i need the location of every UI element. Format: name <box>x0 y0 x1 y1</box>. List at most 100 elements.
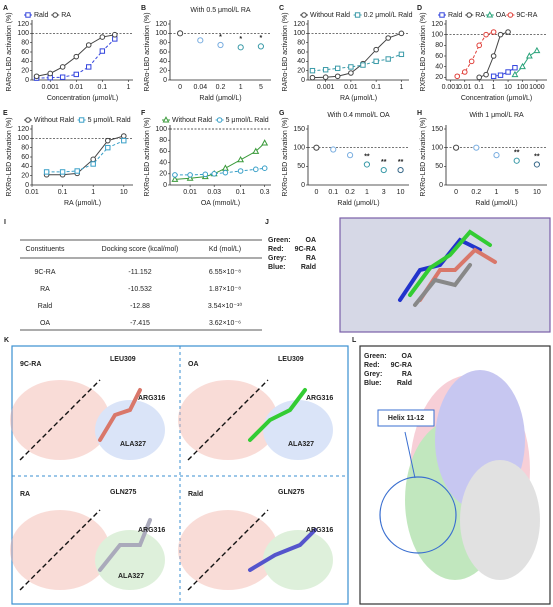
helix-circle <box>379 476 457 554</box>
residue-label: LEU309 <box>110 356 136 363</box>
y-tick-label: 50 <box>435 163 443 170</box>
x-tick-label: 10 <box>397 189 405 196</box>
marker <box>59 169 66 175</box>
y-tick-label: 0 <box>163 77 167 84</box>
panel-label: L <box>352 337 357 344</box>
legend-key: Green: <box>268 237 291 244</box>
panel-label: F <box>141 110 146 117</box>
data-point <box>533 161 541 168</box>
y-tick-label: 100 <box>293 145 305 152</box>
significance: * <box>239 36 242 43</box>
x-tick-label: 3 <box>382 189 386 196</box>
marker <box>90 161 96 167</box>
x-tick-label: 0.2 <box>471 189 481 196</box>
callout-box <box>377 409 435 427</box>
marker <box>252 166 259 173</box>
marker <box>73 71 79 78</box>
marker <box>468 58 475 65</box>
x-tick-label: 0.01 <box>69 84 83 91</box>
x-tick-label: 1 <box>126 84 130 91</box>
ligand-label: Rald <box>188 491 203 498</box>
data-point <box>177 30 184 37</box>
table-cell: 3.54×10⁻¹⁰ <box>208 302 243 310</box>
table-cell: 6.55×10⁻⁸ <box>209 269 241 276</box>
residue-label: ARG316 <box>138 395 165 402</box>
legend-value: RA <box>306 255 316 262</box>
y-tick-label: 80 <box>435 42 443 49</box>
marker <box>511 70 519 78</box>
x-tick-label: 1 <box>365 189 369 196</box>
panel-label: A <box>3 5 8 12</box>
marker <box>121 137 127 144</box>
marker <box>461 69 468 75</box>
panel-label: H <box>417 110 422 117</box>
significance: * <box>219 34 222 41</box>
callout-line <box>404 431 416 479</box>
residue-label: ALA327 <box>118 573 144 580</box>
marker <box>507 12 514 18</box>
x-tick-label: 0.01 <box>458 84 472 91</box>
panel-label: C <box>279 5 284 12</box>
marker <box>483 71 489 78</box>
marker <box>519 62 526 70</box>
marker <box>360 62 366 68</box>
x-tick-label: 0.2 <box>345 189 355 196</box>
table-cell: -7.415 <box>130 320 150 327</box>
chart-title: With 1 μmol/L RA <box>469 112 524 119</box>
legend-value: 9C-RA <box>295 246 316 253</box>
table-header: Kd (mol/L) <box>209 246 241 253</box>
x-tick-label: 0.1 <box>328 189 338 196</box>
y-tick-label: 150 <box>431 126 443 133</box>
y-tick-label: 100 <box>17 30 29 37</box>
marker <box>490 53 497 59</box>
legend-key: Green: <box>364 353 387 360</box>
y-tick-label: 60 <box>21 49 29 56</box>
x-tick-label: 0.1 <box>236 189 246 196</box>
table-header: Constituents <box>26 246 65 253</box>
legend-value: OA <box>402 353 413 360</box>
legend-key: Grey: <box>268 255 286 262</box>
data-point <box>513 157 520 164</box>
marker <box>86 64 92 70</box>
x-tick-label: 10 <box>533 189 541 196</box>
x-tick-label: 10 <box>120 189 128 196</box>
residue-label: LEU309 <box>278 356 304 363</box>
marker <box>237 155 245 163</box>
marker <box>385 56 391 62</box>
table-cell: 1.87×10⁻⁸ <box>209 286 241 293</box>
marker <box>466 12 473 18</box>
x-axis-label: OA (mmol/L) <box>201 200 240 207</box>
y-tick-label: 40 <box>21 163 29 170</box>
marker <box>111 31 118 38</box>
legend-key: Blue: <box>268 264 286 271</box>
marker <box>43 169 50 175</box>
marker <box>505 29 511 35</box>
y-tick-label: 150 <box>293 126 305 133</box>
chart-title: With 0.4 mmol/L OA <box>327 112 390 119</box>
marker <box>221 164 229 171</box>
series-line <box>46 140 124 173</box>
x-tick-label: 5 <box>259 84 263 91</box>
data-point <box>493 152 500 159</box>
x-tick-label: 10 <box>504 84 512 91</box>
y-tick-label: 20 <box>21 173 29 180</box>
y-tick-label: 120 <box>17 21 29 28</box>
marker <box>237 168 244 174</box>
legend-label: RA <box>475 12 485 19</box>
x-axis-label: Concentration (μmol/L) <box>47 95 118 102</box>
legend-key: Grey: <box>364 371 382 378</box>
x-tick-label: 1 <box>492 84 496 91</box>
x-tick-label: 0.1 <box>97 84 107 91</box>
y-tick-label: 20 <box>297 68 305 75</box>
marker <box>476 74 483 81</box>
x-tick-label: 0.1 <box>371 84 381 91</box>
marker <box>172 172 178 178</box>
legend-label: RA <box>61 12 71 19</box>
y-tick-label: 80 <box>21 40 29 47</box>
marker <box>497 31 504 38</box>
table: Constituents Docking score (kcal/mol) Kd (… <box>26 246 243 327</box>
legend-label: OA <box>496 12 506 19</box>
marker <box>348 64 354 70</box>
legend-label: 9C-RA <box>516 12 537 19</box>
